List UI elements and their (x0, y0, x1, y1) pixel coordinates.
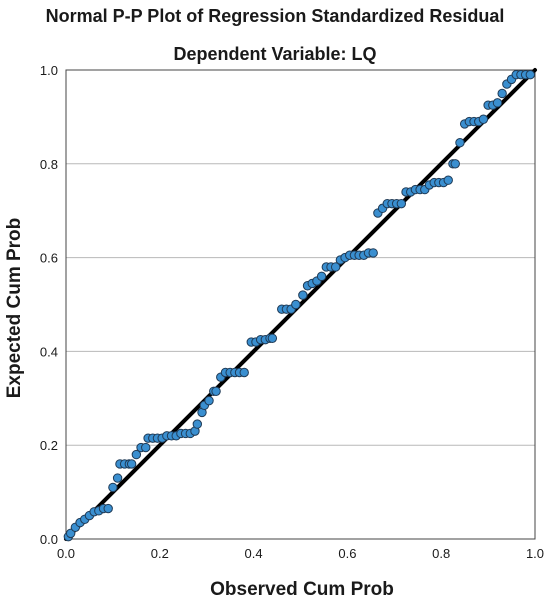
plot-frame (65, 69, 536, 540)
x-tick-label: 0.0 (57, 546, 75, 561)
x-tick-label: 0.4 (245, 546, 263, 561)
data-point (478, 114, 489, 124)
y-tick-label: 0.2 (40, 438, 58, 453)
y-tick-label: 0.6 (40, 251, 58, 266)
x-axis-title: Observed Cum Prob (210, 579, 394, 600)
data-point (298, 290, 308, 300)
data-point (368, 248, 378, 258)
data-point (65, 528, 76, 539)
data-point (131, 449, 142, 460)
data-point (204, 395, 214, 406)
data-point (126, 459, 137, 469)
data-point (525, 69, 536, 80)
y-tick-label: 1.0 (40, 63, 58, 78)
data-point (267, 333, 278, 343)
data-point (396, 198, 407, 209)
x-tick-label: 1.0 (526, 546, 544, 561)
data-point (108, 482, 118, 493)
y-tick-label: 0.0 (40, 532, 58, 547)
y-tick-label: 0.4 (40, 344, 58, 359)
data-point (291, 299, 301, 310)
y-tick-label: 0.8 (40, 157, 58, 172)
x-tick-label: 0.6 (338, 546, 356, 561)
data-points (63, 69, 536, 542)
x-tick-labels: 0.0 0.2 0.4 0.6 0.8 1.0 (57, 546, 544, 561)
data-point (141, 442, 151, 453)
chart-subtitle: Dependent Variable: LQ (173, 44, 376, 64)
data-point (112, 473, 123, 483)
x-tick-label: 0.8 (432, 546, 450, 561)
data-point (450, 159, 460, 169)
data-point (455, 137, 465, 148)
data-point (492, 98, 503, 108)
data-point (239, 367, 249, 378)
data-point (330, 262, 341, 272)
data-point (316, 271, 327, 282)
data-point (497, 88, 507, 99)
y-axis-title: Expected Cum Prob (4, 218, 25, 399)
data-point (192, 419, 203, 429)
chart-title: Normal P-P Plot of Regression Standardiz… (46, 6, 505, 26)
x-tick-label: 0.2 (151, 546, 169, 561)
data-point (103, 503, 113, 514)
data-point (443, 175, 453, 185)
y-tick-labels: 0.0 0.2 0.4 0.6 0.8 1.0 (40, 63, 58, 547)
data-point (211, 386, 221, 396)
